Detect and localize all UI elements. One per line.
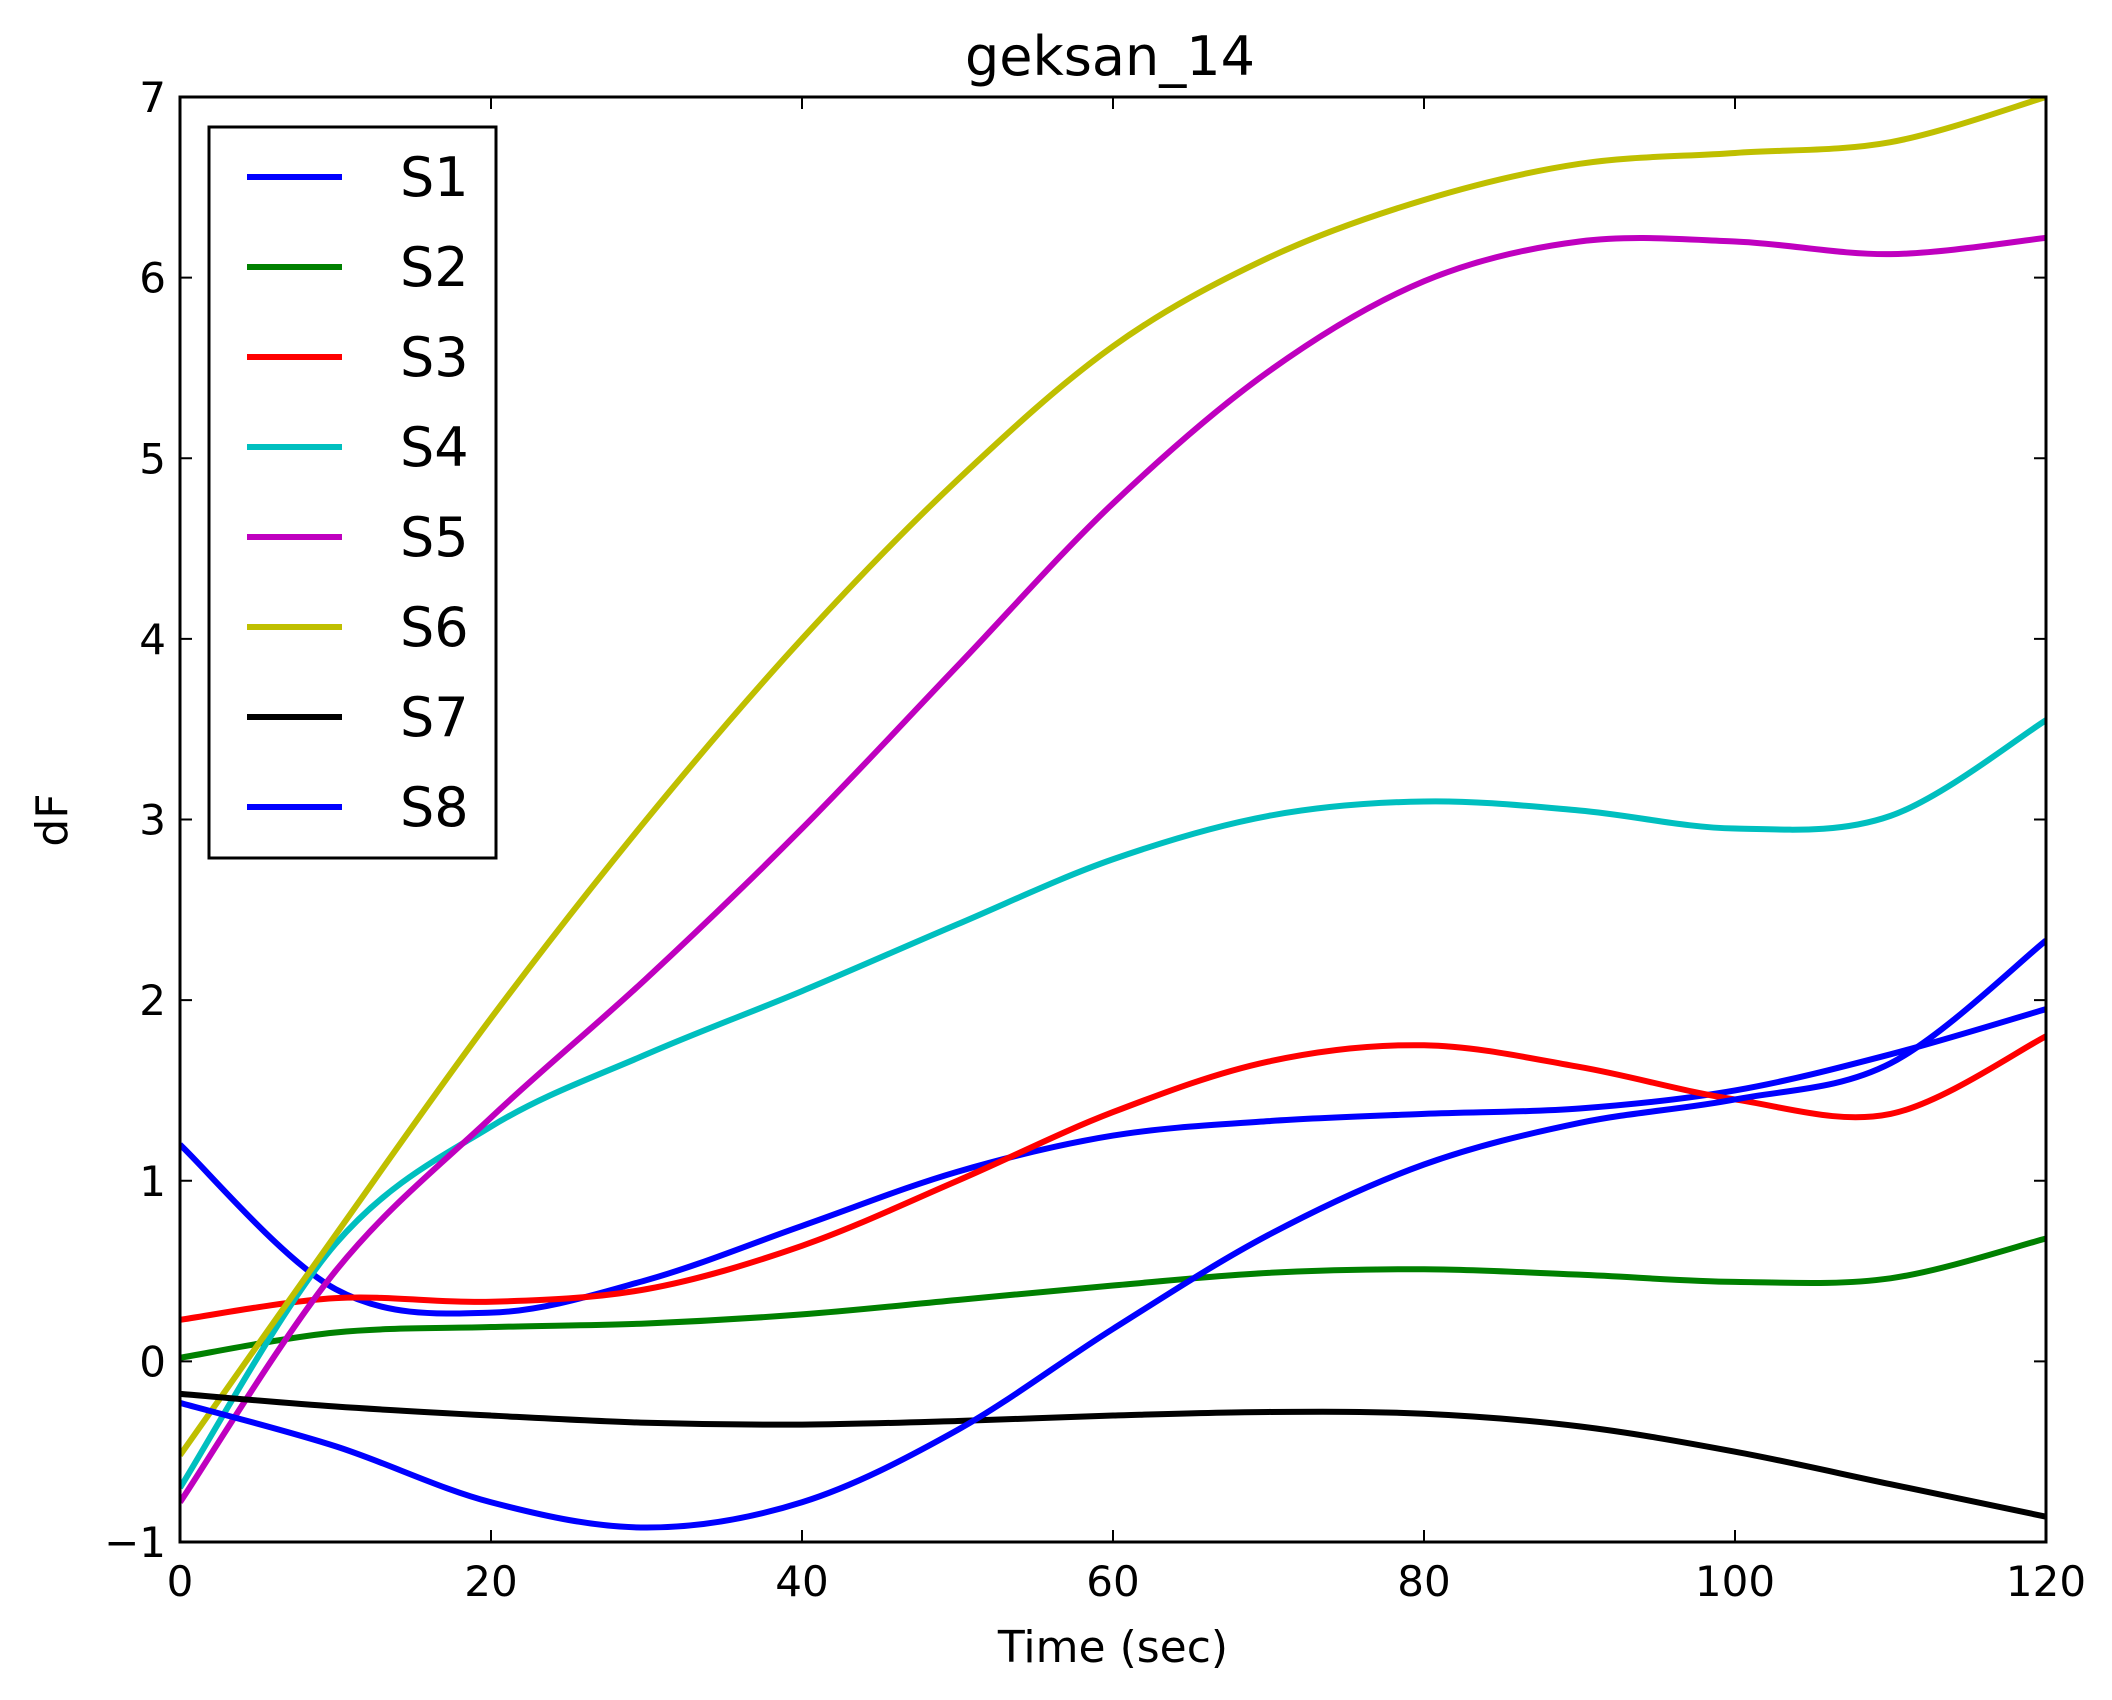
series-line-s4 [180,717,2046,1490]
y-tick-label: 3 [139,796,166,845]
legend-label-s7: S7 [400,686,469,749]
x-tick-label: 40 [775,1557,828,1606]
x-tick-label: 80 [1397,1557,1450,1606]
chart-title: geksan_14 [965,25,1255,88]
x-tick-label: 60 [1086,1557,1139,1606]
series-line-s2 [180,1235,2046,1361]
legend-label-s6: S6 [400,596,469,659]
legend-label-s8: S8 [400,776,469,839]
series-line-s6 [180,97,2046,1458]
y-tick-label: 4 [139,615,166,664]
x-tick-label: 20 [464,1557,517,1606]
y-tick-label: 6 [139,254,166,303]
series-line-s1 [180,1006,2046,1317]
legend-label-s3: S3 [400,326,469,389]
legend-label-s2: S2 [400,236,469,299]
series-line-s7 [180,1390,2046,1520]
legend-box [207,125,498,860]
y-tick-label: 7 [139,73,166,122]
legend-label-s5: S5 [400,506,469,569]
y-tick-label: 0 [139,1337,166,1386]
x-tick-label: 120 [2006,1557,2086,1606]
legend-label-s1: S1 [400,146,469,209]
y-tick-label: 2 [139,976,166,1025]
x-tick-label: 100 [1695,1557,1775,1606]
legend-label-s4: S4 [400,416,469,479]
y-tick-label: −1 [104,1518,166,1567]
x-axis-label: Time (sec) [997,1622,1228,1673]
series-layer [180,97,2046,1531]
series-line-s5 [180,234,2046,1504]
y-axis-label: dF [27,793,78,846]
plot-frame [178,95,2048,1544]
series-line-s8 [180,938,2046,1531]
y-tick-label: 1 [139,1157,166,1206]
legend: S1 S2 S3 S4 S5 S6 S7 S8 [207,125,498,860]
y-tick-label: 5 [139,434,166,483]
x-tick-label: 0 [167,1557,194,1606]
